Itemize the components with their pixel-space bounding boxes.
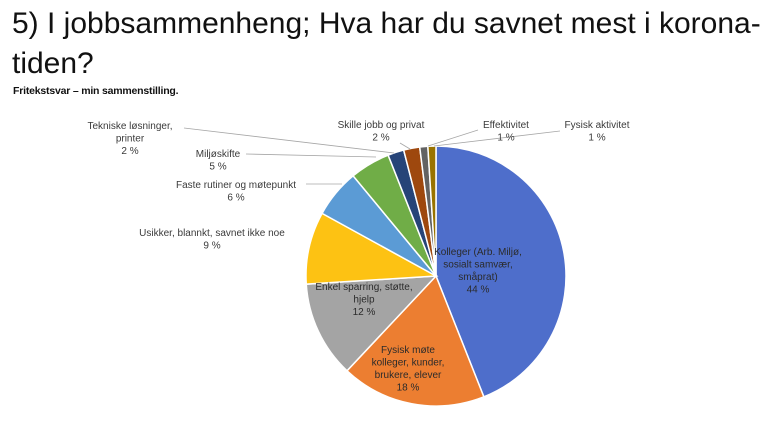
data-label-fysisk-aktivitet: Fysisk aktivitet 1 % [564,120,629,144]
data-label-tekniske: Tekniske løsninger, printer 2 % [87,121,172,157]
data-label-fysisk-mote: Fysisk møte kolleger, kunder, brukere, ele… [372,345,445,394]
data-label-usikker: Usikker, blannkt, savnet ikke noe 9 % [139,228,285,252]
leader-line-fysisk-aktivitet [433,130,561,147]
pie-slice-enkel-sparring [305,275,438,372]
leader-line-miljoskifte [245,153,377,158]
pie-slice-fysisk-mote [345,274,485,407]
leader-line-skille-jobb [399,142,411,150]
leader-line-effektivitet [427,129,479,147]
data-label-skille-jobb: Skille jobb og privat 2 % [338,120,425,144]
data-label-kolleger: Kolleger (Arb. Miljø, sosialt samvær, småp… [434,247,522,296]
data-label-faste-rutiner: Faste rutiner og møtepunkt 6 % [176,180,296,204]
leader-line-tekniske [183,127,395,154]
data-label-effektivitet: Effektivitet 1 % [483,120,529,144]
data-label-enkel-sparring: Enkel sparring, støtte, hjelp 12 % [315,282,412,318]
data-label-miljoskifte: Miljøskifte 5 % [196,149,241,173]
pie-slice-kolleger [435,145,567,398]
slide-subtitle: Fritekstsvar – min sammenstilling. [13,85,179,97]
slide-title: 5) I jobbsammenheng; Hva har du savnet m… [12,7,761,80]
